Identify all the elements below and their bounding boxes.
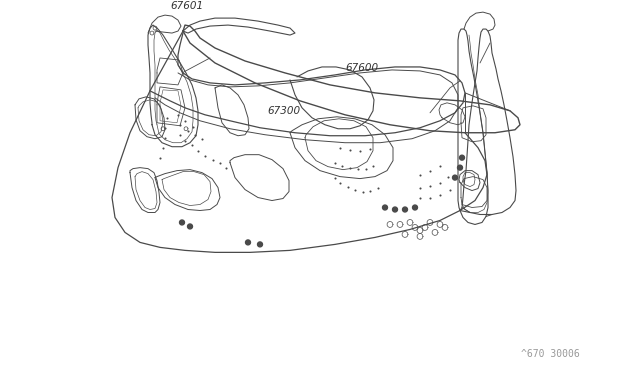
Polygon shape	[413, 205, 417, 210]
Polygon shape	[180, 220, 184, 225]
Polygon shape	[452, 175, 458, 180]
Polygon shape	[246, 240, 250, 245]
Polygon shape	[392, 207, 397, 212]
Text: 67600: 67600	[345, 63, 378, 73]
Text: 67300: 67300	[267, 106, 300, 116]
Polygon shape	[188, 224, 193, 229]
Polygon shape	[403, 207, 408, 212]
Polygon shape	[460, 155, 465, 160]
Polygon shape	[257, 242, 262, 247]
Polygon shape	[458, 165, 463, 170]
Text: 67601: 67601	[170, 1, 203, 11]
Text: ^670 30006: ^670 30006	[521, 349, 580, 359]
Polygon shape	[383, 205, 387, 210]
